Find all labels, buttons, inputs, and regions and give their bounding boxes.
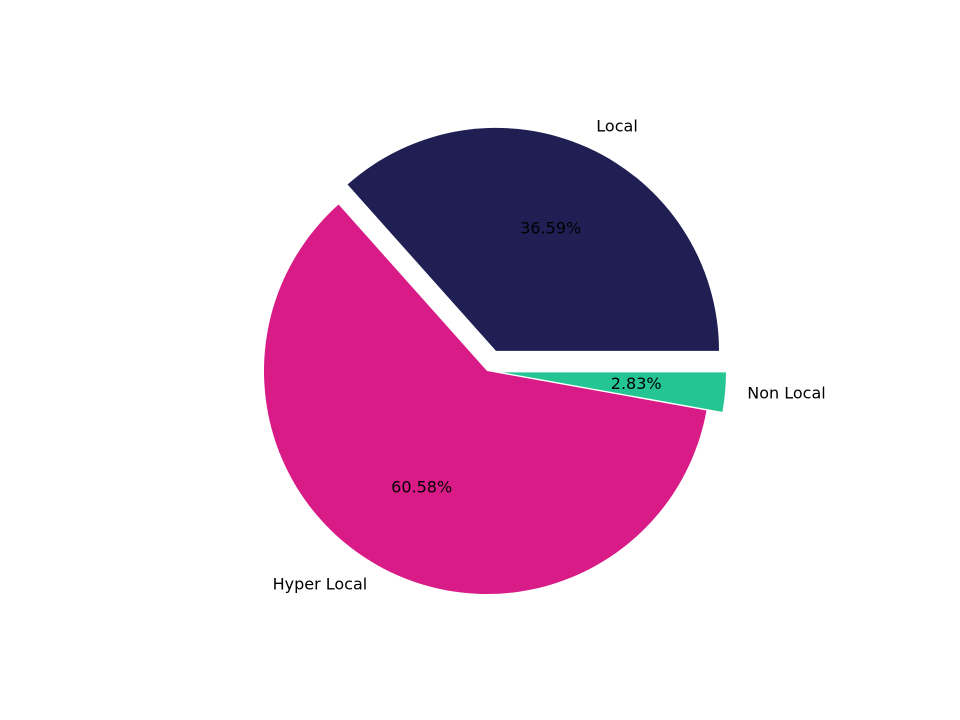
slice-label: Local xyxy=(596,117,637,136)
pie-slice xyxy=(264,204,707,594)
slice-label: Non Local xyxy=(747,384,825,403)
slice-label: Hyper Local xyxy=(273,575,368,594)
pie-slice xyxy=(502,372,726,412)
value-label: 36.59% xyxy=(520,218,581,237)
pie-slice xyxy=(347,127,719,351)
value-label: 2.83% xyxy=(611,374,662,393)
value-label: 60.58% xyxy=(391,477,452,496)
